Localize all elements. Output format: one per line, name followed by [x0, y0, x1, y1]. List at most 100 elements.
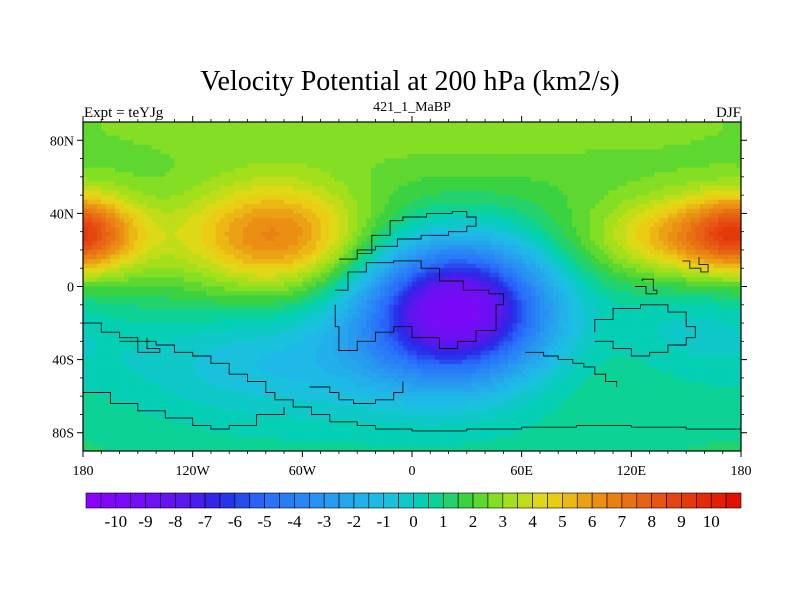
field-cell	[421, 259, 427, 265]
field-cell	[375, 158, 381, 164]
field-cell	[361, 176, 367, 182]
field-cell	[571, 163, 578, 169]
field-cell	[535, 122, 541, 128]
field-cell	[233, 204, 239, 210]
field-cell	[521, 176, 527, 182]
field-cell	[156, 172, 162, 178]
field-cell	[562, 167, 568, 173]
field-cell	[558, 167, 564, 173]
field-cell	[178, 195, 185, 201]
field-cell	[169, 199, 175, 205]
field-cell	[654, 204, 660, 210]
field-cell	[114, 195, 121, 201]
field-cell	[343, 131, 349, 137]
field-cell	[713, 272, 719, 278]
field-cell	[288, 236, 294, 242]
field-cell	[512, 208, 518, 214]
field-cell	[727, 172, 733, 178]
field-cell	[402, 149, 409, 155]
field-cell	[672, 259, 678, 265]
field-cell	[562, 131, 568, 137]
field-cell	[224, 217, 230, 224]
field-cell	[206, 213, 212, 219]
field-cell	[731, 204, 738, 210]
field-cell	[165, 227, 171, 233]
field-cell	[585, 227, 591, 233]
field-cell	[658, 144, 664, 151]
field-cell	[165, 204, 171, 210]
field-cell	[494, 277, 500, 283]
field-cell	[617, 231, 623, 237]
field-cell	[270, 249, 276, 256]
field-cell	[443, 272, 450, 278]
field-cell	[594, 185, 600, 192]
field-cell	[178, 153, 185, 160]
field-cell	[384, 167, 390, 173]
field-cell	[617, 149, 623, 155]
field-cell	[151, 199, 157, 205]
field-cell	[293, 163, 299, 169]
field-cell	[402, 217, 409, 224]
field-cell	[544, 263, 550, 269]
field-cell	[279, 172, 285, 178]
field-cell	[329, 190, 335, 196]
field-cell	[279, 181, 285, 187]
field-cell	[220, 181, 226, 187]
field-cell	[210, 259, 217, 265]
field-cell	[220, 199, 226, 205]
field-cell	[133, 153, 139, 160]
field-cell	[663, 167, 669, 173]
field-cell	[201, 158, 207, 164]
field-cell	[192, 227, 198, 233]
field-cell	[87, 213, 93, 219]
field-cell	[270, 204, 276, 210]
field-cell	[480, 263, 486, 269]
field-cell	[261, 135, 267, 141]
field-cell	[558, 176, 564, 182]
field-cell	[284, 272, 290, 278]
field-cell	[252, 153, 258, 160]
field-cell	[361, 277, 367, 283]
field-cell	[366, 222, 372, 228]
field-cell	[284, 153, 290, 160]
field-cell	[256, 263, 262, 269]
field-cell	[142, 277, 148, 283]
field-cell	[608, 195, 614, 201]
field-cell	[654, 259, 660, 265]
field-cell	[238, 181, 244, 187]
field-cell	[594, 259, 600, 265]
field-cell	[645, 144, 651, 151]
field-cell	[412, 144, 418, 151]
field-cell	[201, 172, 207, 178]
field-cell	[110, 199, 116, 205]
field-cell	[558, 263, 564, 269]
field-cell	[421, 163, 427, 169]
field-cell	[311, 163, 317, 169]
field-cell	[389, 126, 395, 132]
field-cell	[681, 272, 687, 278]
field-cell	[215, 163, 221, 169]
field-cell	[686, 268, 692, 274]
field-cell	[256, 213, 262, 219]
field-cell	[316, 240, 322, 246]
field-cell	[571, 149, 578, 155]
field-cell	[649, 163, 655, 169]
field-cell	[114, 245, 121, 251]
field-cell	[215, 263, 221, 269]
field-cell	[709, 263, 715, 269]
field-cell	[430, 199, 436, 205]
field-cell	[421, 199, 427, 205]
field-cell	[667, 231, 674, 237]
field-cell	[105, 167, 112, 173]
field-cell	[677, 263, 683, 269]
field-cell	[320, 240, 326, 246]
field-cell	[375, 135, 381, 141]
field-cell	[617, 240, 623, 246]
field-cell	[146, 268, 153, 274]
field-cell	[242, 227, 249, 233]
field-cell	[613, 217, 619, 224]
field-cell	[453, 163, 459, 169]
field-cell	[229, 172, 235, 178]
field-cell	[571, 144, 578, 151]
field-cell	[151, 259, 157, 265]
